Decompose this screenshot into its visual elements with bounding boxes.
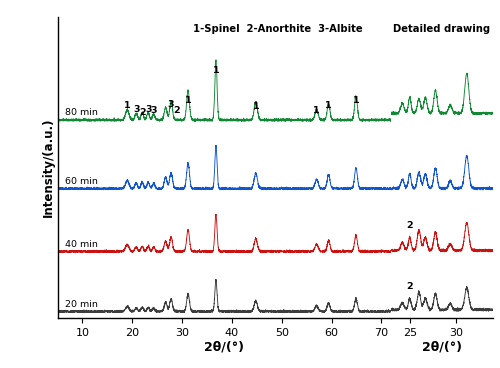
Y-axis label: Intensity/(a.u.): Intensity/(a.u.): [42, 118, 54, 217]
Text: 2: 2: [139, 107, 145, 117]
Text: 1: 1: [184, 96, 192, 105]
Text: 3: 3: [150, 106, 157, 116]
Text: 3: 3: [133, 105, 140, 114]
Text: 1: 1: [124, 101, 130, 110]
Text: 1: 1: [252, 102, 259, 111]
Text: 3: 3: [145, 105, 152, 114]
Text: 20 min: 20 min: [65, 300, 98, 309]
Text: 40 min: 40 min: [65, 240, 98, 249]
Text: 60 min: 60 min: [65, 177, 98, 186]
Text: 1-Spinel  2-Anorthite  3-Albite: 1-Spinel 2-Anorthite 3-Albite: [193, 24, 362, 34]
Text: 2: 2: [406, 282, 413, 291]
Text: 1: 1: [212, 67, 220, 75]
Text: 1: 1: [314, 106, 320, 115]
Text: 80 min: 80 min: [65, 108, 98, 117]
Text: 1: 1: [352, 96, 360, 105]
Text: Detailed drawing: Detailed drawing: [394, 24, 490, 34]
X-axis label: 2θ/(°): 2θ/(°): [204, 341, 244, 354]
Text: 1: 1: [325, 101, 332, 110]
Text: 3: 3: [168, 100, 174, 109]
Text: 2: 2: [173, 106, 180, 115]
Text: 2: 2: [406, 221, 413, 230]
X-axis label: 2θ/(°): 2θ/(°): [422, 341, 462, 354]
